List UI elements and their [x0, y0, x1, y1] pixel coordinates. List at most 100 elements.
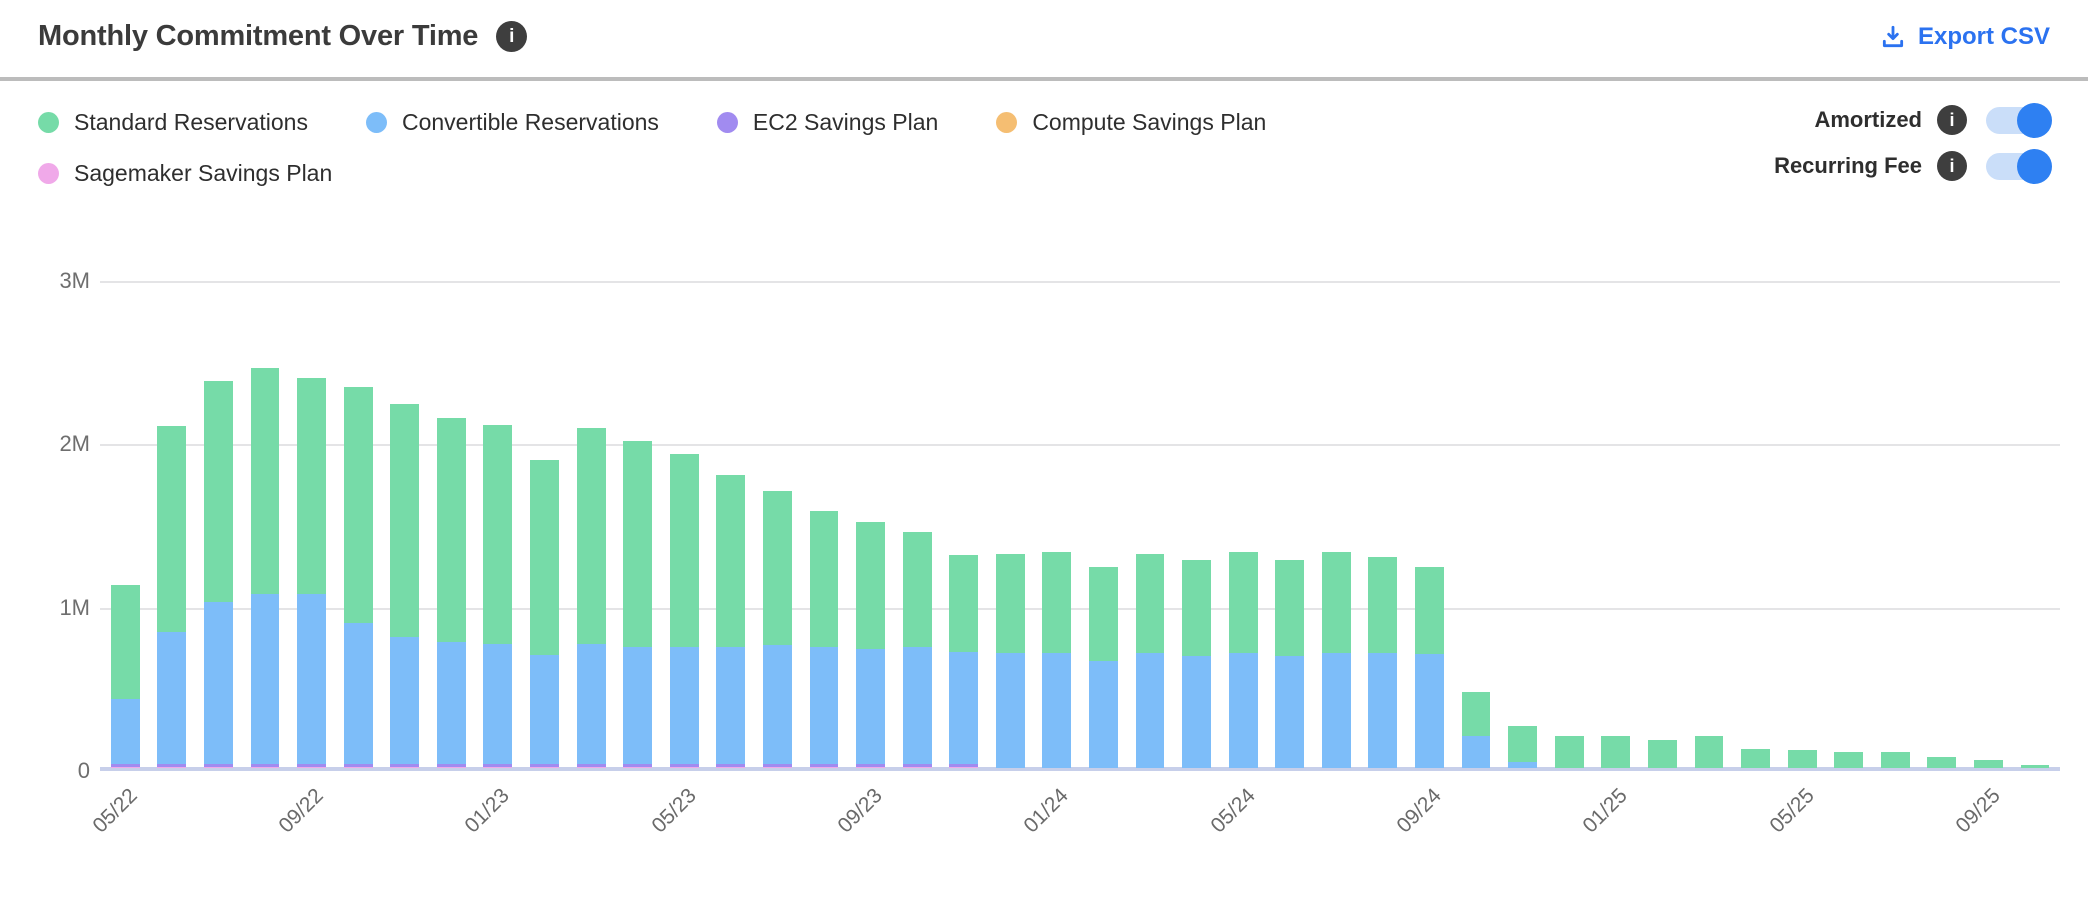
bar-07/25[interactable]	[1880, 751, 1910, 768]
bar-12/22[interactable]	[436, 418, 466, 768]
gridline-1m	[100, 608, 2060, 610]
recurring-fee-toggle[interactable]	[1986, 148, 2052, 184]
x-tick-label: 09/23	[833, 784, 887, 838]
segment	[390, 637, 420, 764]
bar-03/23[interactable]	[576, 427, 606, 768]
bar-11/23[interactable]	[949, 554, 979, 768]
bar-12/23[interactable]	[995, 553, 1025, 768]
header: Monthly Commitment Over Time i Export CS…	[0, 0, 2088, 77]
segment	[110, 767, 140, 768]
legend-item-sagemaker-savings-plan[interactable]: Sagemaker Savings Plan	[38, 160, 332, 187]
segment	[204, 767, 233, 768]
bar-11/22[interactable]	[390, 403, 420, 768]
segment	[1228, 552, 1258, 653]
legend-item-standard-reservations[interactable]: Standard Reservations	[38, 109, 308, 136]
segment	[1461, 691, 1491, 736]
bar-05/22[interactable]	[110, 585, 140, 768]
bar-04/23[interactable]	[623, 440, 653, 768]
bar-09/22[interactable]	[297, 377, 327, 768]
segment	[343, 622, 373, 764]
segment	[949, 554, 979, 652]
bar-05/23[interactable]	[669, 453, 699, 768]
amortized-toggle[interactable]	[1986, 102, 2052, 138]
bar-08/22[interactable]	[250, 367, 280, 768]
x-tick-label: 09/25	[1951, 784, 2005, 838]
amortized-info-icon[interactable]: i	[1937, 105, 1967, 135]
bar-09/24[interactable]	[1415, 566, 1444, 768]
bar-02/23[interactable]	[530, 460, 559, 768]
bar-10/24[interactable]	[1461, 691, 1491, 768]
bar-02/24[interactable]	[1088, 566, 1118, 768]
bar-slot	[1919, 281, 1966, 768]
segment	[856, 767, 885, 768]
bar-10/23[interactable]	[902, 531, 932, 768]
bar-08/25[interactable]	[1927, 756, 1957, 768]
toggle-knob	[2017, 102, 2052, 138]
bar-03/25[interactable]	[1694, 735, 1724, 768]
segment	[809, 763, 839, 768]
bar-07/23[interactable]	[762, 491, 792, 768]
bar-slot	[940, 281, 987, 768]
bar-06/24[interactable]	[1275, 560, 1305, 768]
bar-slot	[801, 281, 848, 768]
bar-10/22[interactable]	[343, 387, 373, 768]
export-csv-button[interactable]: Export CSV	[1880, 23, 2050, 51]
bar-09/25[interactable]	[1973, 759, 2003, 768]
bar-04/24[interactable]	[1182, 560, 1212, 768]
x-tick-label: 01/23	[460, 784, 515, 838]
segment	[1042, 552, 1072, 653]
segment	[483, 763, 513, 768]
y-tick-label: 0	[77, 758, 90, 783]
bar-10/25[interactable]	[2020, 764, 2050, 768]
segment	[623, 440, 653, 648]
segment	[1275, 656, 1305, 768]
info-icon[interactable]: i	[496, 21, 528, 52]
legend-item-compute-savings-plan[interactable]: Compute Savings Plan	[996, 109, 1266, 136]
segment	[250, 593, 280, 764]
segment	[250, 367, 280, 594]
bar-slot: 05/22	[88, 281, 149, 837]
standard-reservations-dot-icon	[38, 112, 59, 133]
bar-07/22[interactable]	[204, 380, 233, 768]
bar-05/25[interactable]	[1787, 750, 1817, 768]
bar-01/23[interactable]	[483, 424, 513, 768]
legend-section: Standard Reservations Convertible Reserv…	[0, 81, 2088, 193]
bar-12/24[interactable]	[1554, 735, 1584, 768]
bar-06/25[interactable]	[1834, 751, 1864, 768]
segment	[343, 767, 373, 768]
bar-slot: 09/23	[833, 281, 894, 837]
bars-row: 05/22 09/22 01/23 05/23 09/23 01/24 05/24 09/24…	[88, 281, 2058, 837]
segment	[1088, 660, 1118, 768]
y-tick-label: 2M	[59, 431, 90, 456]
recurring-fee-info-icon[interactable]: i	[1937, 151, 1967, 181]
segment	[204, 763, 233, 768]
bar-11/24[interactable]	[1508, 725, 1538, 768]
bar-06/22[interactable]	[157, 426, 187, 768]
segment	[1741, 748, 1770, 768]
bar-01/24[interactable]	[1042, 552, 1072, 768]
plot-area: 05/22 09/22 01/23 05/23 09/23 01/24 05/24 09/24…	[88, 281, 2060, 837]
bar-03/24[interactable]	[1135, 553, 1165, 768]
segment	[669, 763, 699, 768]
bar-01/25[interactable]	[1601, 735, 1631, 768]
x-tick-label: 05/22	[88, 784, 142, 838]
bar-06/23[interactable]	[716, 475, 746, 768]
amortized-toggle-row: Amortized i	[1814, 102, 2052, 138]
segment	[1415, 566, 1444, 655]
bar-07/24[interactable]	[1321, 552, 1351, 768]
segment	[1973, 759, 2003, 768]
x-tick-label: 05/23	[647, 784, 701, 838]
bar-08/24[interactable]	[1368, 556, 1398, 768]
legend-item-convertible-reservations[interactable]: Convertible Reservations	[365, 109, 659, 136]
recurring-fee-label: Recurring Fee	[1774, 153, 1922, 178]
bar-09/23[interactable]	[856, 522, 885, 768]
segment	[902, 767, 932, 768]
bar-08/23[interactable]	[809, 510, 839, 768]
export-csv-label: Export CSV	[1917, 22, 2050, 50]
legend-item-ec2-savings-plan[interactable]: EC2 Savings Plan	[716, 109, 938, 136]
bar-02/25[interactable]	[1647, 740, 1677, 768]
segment	[204, 380, 233, 602]
bar-05/24[interactable]	[1228, 552, 1258, 768]
bar-04/25[interactable]	[1741, 748, 1770, 768]
x-tick-label: 01/24	[1019, 784, 1074, 838]
